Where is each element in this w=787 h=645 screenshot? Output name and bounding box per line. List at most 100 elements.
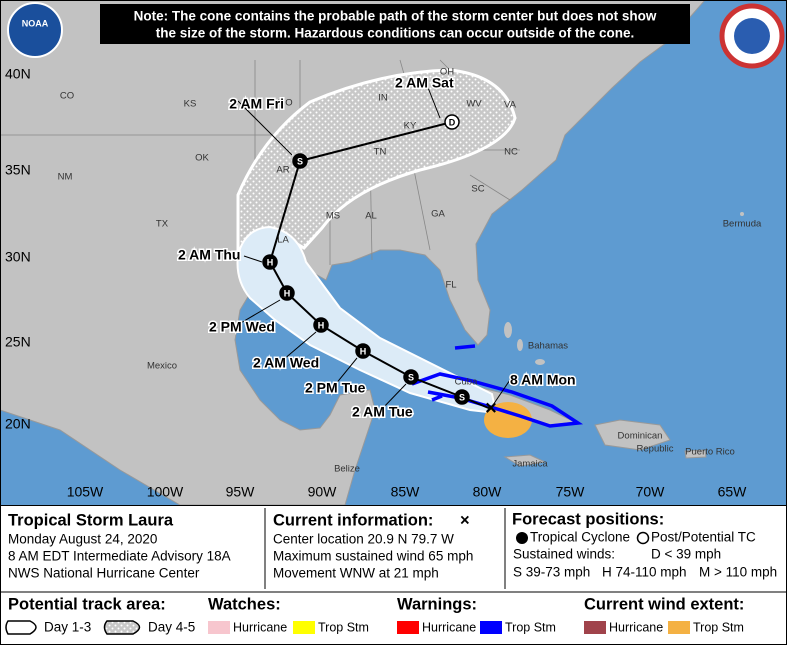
place-label: CO bbox=[60, 91, 74, 102]
latitude-label: 40N bbox=[5, 66, 31, 82]
longitude-label: 95W bbox=[226, 484, 256, 500]
place-label: KY bbox=[404, 121, 417, 132]
place-label: Belize bbox=[334, 464, 360, 475]
legend-label: Hurricane bbox=[609, 620, 663, 634]
leader-line bbox=[334, 357, 358, 386]
forecast-point bbox=[454, 389, 470, 405]
forecast-info: H 74-110 mph bbox=[602, 565, 687, 580]
place-label: FL bbox=[445, 280, 456, 291]
leader-line bbox=[282, 331, 317, 361]
forecast-info: Sustained winds: bbox=[513, 547, 615, 562]
noaa-logo bbox=[7, 2, 63, 58]
longitude-label: 75W bbox=[556, 484, 586, 500]
legend-swatch bbox=[208, 621, 230, 634]
place-label: NC bbox=[504, 147, 518, 158]
legend-swatch bbox=[397, 621, 419, 634]
forecast-symbol: H bbox=[284, 288, 291, 298]
legend-label: Trop Stm bbox=[505, 620, 556, 634]
wind-extent-trop-stm bbox=[484, 402, 532, 438]
place-label: KS bbox=[184, 99, 197, 110]
forecast-point bbox=[279, 285, 295, 301]
legend-title: Warnings: bbox=[397, 595, 477, 613]
note: Note: The cone contains the probable pat… bbox=[134, 9, 657, 24]
place-label: Dominican bbox=[618, 431, 663, 442]
time-label: 2 PM Wed bbox=[209, 319, 275, 335]
place-label: AR bbox=[276, 165, 289, 176]
forecast-symbol: H bbox=[267, 257, 274, 267]
legend-title: Potential track area: bbox=[8, 595, 166, 613]
forecast-info: D < 39 mph bbox=[651, 547, 721, 562]
time-label: 2 AM Wed bbox=[253, 355, 319, 371]
leader-line bbox=[237, 100, 293, 156]
info-panel bbox=[0, 505, 787, 645]
place-label: Jamaica bbox=[512, 459, 548, 470]
legend-swatch bbox=[480, 621, 502, 634]
legend-label: Day 1-3 bbox=[44, 620, 91, 635]
day45-icon bbox=[103, 620, 141, 635]
place-label: SC bbox=[471, 184, 484, 195]
place-label: Puerto Rico bbox=[685, 447, 735, 458]
leader-line bbox=[492, 376, 513, 406]
time-label: 8 AM Mon bbox=[510, 372, 576, 388]
longitude-label: 100W bbox=[147, 484, 184, 500]
leader-line bbox=[238, 299, 281, 325]
legend-swatch bbox=[668, 621, 690, 634]
map bbox=[0, 0, 787, 505]
place-label: OH bbox=[440, 67, 454, 78]
north-america bbox=[0, 0, 706, 505]
current-title: Current information: bbox=[273, 511, 433, 529]
latitude-label: 35N bbox=[5, 162, 31, 178]
cone-day-1-3 bbox=[236, 225, 498, 415]
forecast-point bbox=[313, 317, 329, 333]
place-label: MO bbox=[277, 98, 292, 109]
forecast-info: M > 110 mph bbox=[699, 565, 777, 580]
forecast-title: Forecast positions: bbox=[512, 510, 664, 528]
leader-line bbox=[381, 383, 407, 410]
forecast-symbol: D bbox=[449, 117, 456, 127]
puerto-rico bbox=[684, 449, 707, 459]
legend-swatch bbox=[584, 621, 606, 634]
longitude-label: 65W bbox=[718, 484, 748, 500]
jamaica bbox=[503, 454, 547, 467]
current-info: Movement WNW at 21 mph bbox=[273, 566, 439, 581]
day13-icon bbox=[5, 620, 37, 635]
cone-day-4-5 bbox=[236, 68, 517, 259]
time-label: 2 AM Sat bbox=[395, 75, 454, 91]
legend-label: Day 4-5 bbox=[148, 620, 195, 635]
time-label: 2 AM Thu bbox=[178, 247, 240, 263]
hispaniola bbox=[594, 419, 671, 451]
legend-label: Hurricane bbox=[233, 620, 287, 634]
forecast-point bbox=[355, 343, 371, 359]
forecast-point bbox=[262, 254, 278, 270]
latitude-label: 30N bbox=[5, 249, 31, 265]
bermuda bbox=[740, 212, 744, 216]
forecast-symbol: S bbox=[408, 372, 414, 382]
note: the size of the storm. Hazardous conditi… bbox=[156, 26, 635, 41]
longitude-label: 105W bbox=[67, 484, 104, 500]
bahamas bbox=[504, 322, 564, 381]
legend-label: Trop Stm bbox=[693, 620, 744, 634]
forecast-symbol: H bbox=[318, 320, 325, 330]
tropical-icon bbox=[516, 532, 528, 544]
forecast-symbol: S bbox=[297, 156, 303, 166]
place-label: IN bbox=[378, 93, 388, 104]
storm-info: NWS National Hurricane Center bbox=[8, 566, 200, 581]
place-label: WV bbox=[466, 99, 482, 110]
leader-line bbox=[424, 79, 441, 119]
latitude-label: 20N bbox=[5, 416, 31, 432]
forecast-info: Post/Potential TC bbox=[651, 530, 756, 545]
place-label: OK bbox=[195, 153, 209, 164]
legend-label: Trop Stm bbox=[318, 620, 369, 634]
storm-title: Tropical Storm Laura bbox=[8, 511, 174, 529]
current-position: × bbox=[485, 397, 497, 419]
longitude-label: 70W bbox=[636, 484, 666, 500]
forecast-info: S 39-73 mph bbox=[513, 565, 590, 580]
place-label: NM bbox=[58, 172, 73, 183]
current-info: Center location 20.9 N 79.7 W bbox=[273, 532, 454, 547]
forecast-symbol: S bbox=[459, 392, 465, 402]
place-label: Cuba bbox=[455, 377, 478, 388]
current-info: Maximum sustained wind 65 mph bbox=[273, 549, 473, 564]
longitude-label: 90W bbox=[308, 484, 338, 500]
place-label: VA bbox=[504, 100, 517, 111]
